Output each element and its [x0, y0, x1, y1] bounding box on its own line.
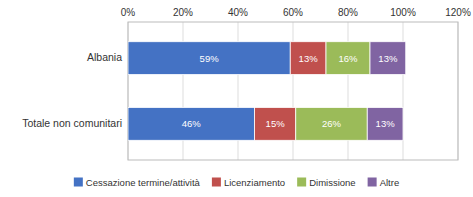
bar-segment	[255, 107, 296, 140]
legend-item: Licenziamento	[212, 177, 285, 188]
legend-label: Dimissione	[309, 177, 355, 188]
data-label: 13%	[299, 53, 319, 64]
legend-swatch	[368, 178, 377, 187]
legend-label: Altre	[380, 177, 400, 188]
legend-item: Dimissione	[297, 177, 355, 188]
category-label: Albania	[87, 51, 122, 63]
plot-frame	[128, 22, 458, 160]
tick-label: 120%	[445, 7, 471, 18]
legend-label: Licenziamento	[224, 177, 285, 188]
bar-segment	[326, 42, 370, 75]
data-label: 46%	[182, 118, 202, 129]
legend-item: Altre	[368, 177, 400, 188]
bar-segment	[128, 42, 290, 75]
tick-label: 80%	[338, 7, 358, 18]
legend-swatch	[74, 178, 83, 187]
bar-segment	[128, 107, 255, 140]
tick-label: 100%	[390, 7, 416, 18]
tick-label: 20%	[173, 7, 193, 18]
data-label: 16%	[338, 53, 358, 64]
bar-segment	[290, 42, 326, 75]
bars	[128, 42, 406, 141]
data-label: 15%	[266, 118, 286, 129]
bar-segment	[296, 107, 368, 140]
category-label: Totale non comunitari	[22, 117, 122, 129]
data-label: 59%	[200, 53, 220, 64]
chart: 0% 20% 40% 60% 80% 100% 120% Albania Totale non …	[0, 0, 473, 197]
tick-label: 40%	[228, 7, 248, 18]
legend: Cessazione termine/attività Licenziamento…	[74, 177, 399, 188]
legend-item: Cessazione termine/attività	[74, 177, 201, 188]
legend-swatch	[297, 178, 306, 187]
bar-segment	[370, 42, 406, 75]
tick-label: 0%	[121, 7, 136, 18]
data-labels: 59% 46% 13% 15% 16% 26% 13% 13%	[182, 53, 398, 130]
bar-segment	[367, 107, 403, 140]
data-label: 26%	[322, 118, 342, 129]
legend-swatch	[212, 178, 221, 187]
data-label: 13%	[376, 118, 396, 129]
legend-label: Cessazione termine/attività	[86, 177, 201, 188]
tick-label: 60%	[283, 7, 303, 18]
grid	[128, 22, 458, 160]
data-label: 13%	[378, 53, 398, 64]
